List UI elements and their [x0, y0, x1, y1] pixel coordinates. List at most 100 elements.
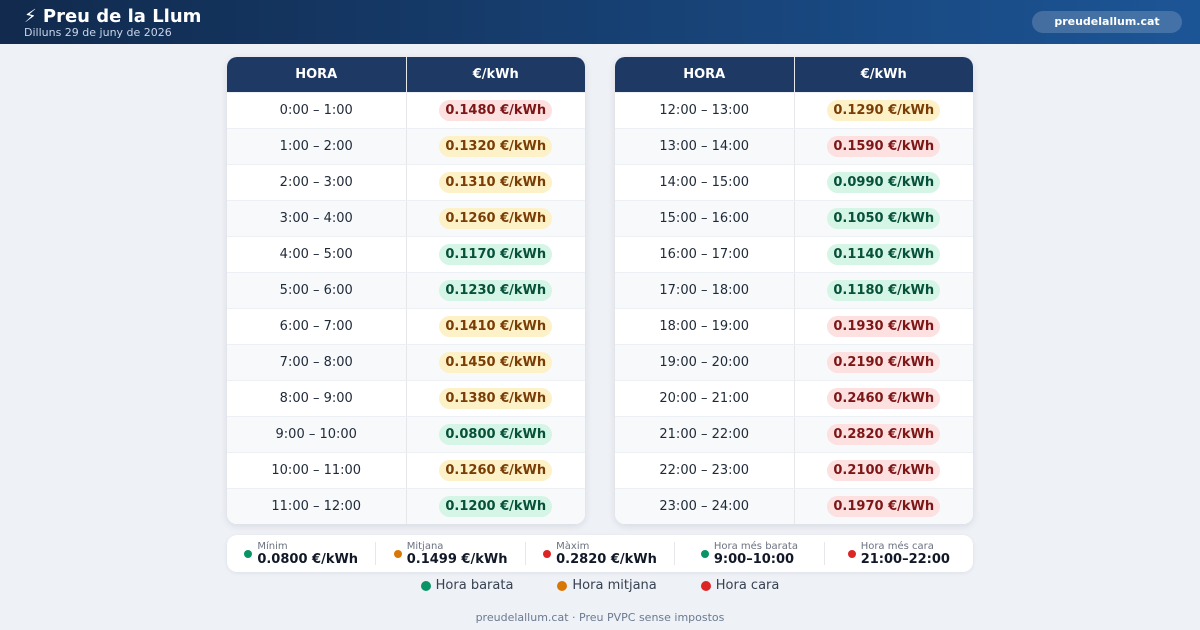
- price-cell: 0.1590 €/kWh: [795, 129, 974, 164]
- stat: Mitjana 0.1499 €/kWh: [375, 540, 524, 567]
- column-header: €/kWh: [472, 67, 519, 82]
- column-header: HORA: [227, 57, 407, 92]
- stat-text: Hora més barata 9:00–10:00: [714, 541, 798, 567]
- hour-cell: 23:00 – 24:00: [615, 489, 795, 524]
- legend-label: Hora barata: [435, 578, 514, 593]
- price-cell: 0.2820 €/kWh: [795, 417, 974, 452]
- price-pill: 0.1970 €/kWh: [827, 496, 941, 517]
- table-header: HORA €/kWh: [227, 57, 585, 92]
- table-row: 14:00 – 15:00 0.0990 €/kWh: [615, 164, 973, 200]
- table-row: 12:00 – 13:00 0.1290 €/kWh: [615, 92, 973, 128]
- site-button[interactable]: preudelallum.cat: [1032, 11, 1182, 33]
- price-cell: 0.1180 €/kWh: [795, 273, 974, 308]
- price-cell: 0.2460 €/kWh: [795, 381, 974, 416]
- hour-cell: 7:00 – 8:00: [227, 345, 407, 380]
- price-cell: 0.2190 €/kWh: [795, 345, 974, 380]
- price-pill: 0.1410 €/kWh: [439, 316, 553, 337]
- price-table: HORA €/kWh 0:00 – 1:00 0.1480 €/kWh 1:00 – 2…: [227, 57, 585, 524]
- price-pill: 0.1230 €/kWh: [439, 280, 553, 301]
- stat: Màxim 0.2820 €/kWh: [524, 541, 674, 567]
- stat-value: 0.0800 €/kWh: [257, 551, 359, 567]
- price-cell: 0.2100 €/kWh: [795, 453, 974, 488]
- hour-cell: 1:00 – 2:00: [227, 129, 407, 164]
- table-row: 19:00 – 20:00 0.2190 €/kWh: [615, 344, 973, 380]
- hour-cell: 14:00 – 15:00: [615, 165, 795, 200]
- price-cell: 0.1450 €/kWh: [407, 345, 586, 380]
- stat-dot: [543, 549, 552, 558]
- price-pill: 0.0800 €/kWh: [439, 424, 553, 445]
- table-row: 4:00 – 5:00 0.1170 €/kWh: [227, 236, 585, 272]
- table-row: 6:00 – 7:00 0.1410 €/kWh: [227, 308, 585, 344]
- stat-dot: [393, 549, 402, 558]
- table-row: 11:00 – 12:00 0.1200 €/kWh: [227, 488, 585, 524]
- hour-cell: 0:00 – 1:00: [227, 93, 407, 128]
- hour-cell: 10:00 – 11:00: [227, 453, 407, 488]
- table-row: 21:00 – 22:00 0.2820 €/kWh: [615, 416, 973, 452]
- legend-item: Hora cara: [700, 578, 779, 593]
- price-cell: 0.1260 €/kWh: [407, 201, 586, 236]
- hour-cell: 22:00 – 23:00: [615, 453, 795, 488]
- hour-cell: 4:00 – 5:00: [227, 237, 407, 272]
- footer: preudelallum.cat · Preu PVPC sense impos…: [475, 611, 725, 624]
- stats: Mínim 0.0800 €/kWh Mitjana 0.1499 €/kWh Màxi…: [227, 535, 973, 572]
- stat-value: 0.1499 €/kWh: [406, 551, 508, 567]
- table-header: HORA €/kWh: [615, 57, 973, 92]
- price-cell: 0.0800 €/kWh: [407, 417, 586, 452]
- title: ⚡ Preu de la Llum: [24, 6, 202, 27]
- table-row: 5:00 – 6:00 0.1230 €/kWh: [227, 272, 585, 308]
- hour-cell: 21:00 – 22:00: [615, 417, 795, 452]
- stat-value: 0.2820 €/kWh: [556, 551, 657, 567]
- hour-cell: 19:00 – 20:00: [615, 345, 795, 380]
- price-table: HORA €/kWh 12:00 – 13:00 0.1290 €/kWh 13:00 …: [615, 57, 973, 524]
- price-cell: 0.1380 €/kWh: [407, 381, 586, 416]
- legend-dot: [557, 580, 568, 591]
- stat-text: Mínim 0.0800 €/kWh: [257, 541, 358, 567]
- price-pill: 0.1260 €/kWh: [439, 208, 553, 229]
- table-row: 10:00 – 11:00 0.1260 €/kWh: [227, 452, 585, 488]
- price-pill: 0.1380 €/kWh: [439, 388, 553, 409]
- table-row: 0:00 – 1:00 0.1480 €/kWh: [227, 92, 585, 128]
- legend-dot: [700, 580, 711, 591]
- stat-text: Màxim 0.2820 €/kWh: [556, 541, 657, 567]
- table-row: 9:00 – 10:00 0.0800 €/kWh: [227, 416, 585, 452]
- price-cell: 0.1930 €/kWh: [795, 309, 974, 344]
- price-pill: 0.1290 €/kWh: [827, 100, 941, 121]
- hour-cell: 11:00 – 12:00: [227, 489, 407, 524]
- price-pill: 0.1590 €/kWh: [827, 136, 941, 157]
- stat-label: Hora més cara: [860, 540, 934, 552]
- hour-cell: 9:00 – 10:00: [227, 417, 407, 452]
- table-row: 18:00 – 19:00 0.1930 €/kWh: [615, 308, 973, 344]
- price-pill: 0.2460 €/kWh: [827, 388, 941, 409]
- table-row: 8:00 – 9:00 0.1380 €/kWh: [227, 380, 585, 416]
- table-row: 16:00 – 17:00 0.1140 €/kWh: [615, 236, 973, 272]
- price-cell: 0.1480 €/kWh: [407, 93, 586, 128]
- price-cell: 0.0990 €/kWh: [795, 165, 974, 200]
- price-pill: 0.1320 €/kWh: [439, 136, 553, 157]
- price-cell: 0.1310 €/kWh: [407, 165, 586, 200]
- legend: Hora barata Hora mitjana Hora cara: [0, 578, 1200, 593]
- stat-value: 21:00–22:00: [860, 551, 950, 567]
- hour-cell: 16:00 – 17:00: [615, 237, 795, 272]
- price-pill: 0.1260 €/kWh: [439, 460, 553, 481]
- price-cell: 0.1970 €/kWh: [795, 489, 974, 524]
- price-cell: 0.1260 €/kWh: [407, 453, 586, 488]
- price-pill: 0.2190 €/kWh: [827, 352, 941, 373]
- table-row: 3:00 – 4:00 0.1260 €/kWh: [227, 200, 585, 236]
- stat-label: Màxim: [556, 540, 590, 552]
- price-pill: 0.2820 €/kWh: [827, 424, 941, 445]
- legend-item: Hora barata: [420, 578, 514, 593]
- price-pill: 0.0990 €/kWh: [827, 172, 941, 193]
- date: Dilluns 29 de juny de 2026: [24, 26, 172, 39]
- stat-label: Mitjana: [406, 540, 444, 552]
- hour-cell: 6:00 – 7:00: [227, 309, 407, 344]
- price-cell: 0.1140 €/kWh: [795, 237, 974, 272]
- table-row: 13:00 – 14:00 0.1590 €/kWh: [615, 128, 973, 164]
- price-pill: 0.1180 €/kWh: [827, 280, 941, 301]
- legend-dot: [420, 580, 431, 591]
- price-cell: 0.1290 €/kWh: [795, 93, 974, 128]
- table-row: 15:00 – 16:00 0.1050 €/kWh: [615, 200, 973, 236]
- price-pill: 0.1200 €/kWh: [439, 496, 553, 517]
- stat-dot: [700, 549, 709, 558]
- stat-value: 9:00–10:00: [713, 551, 795, 567]
- hour-cell: 8:00 – 9:00: [227, 381, 407, 416]
